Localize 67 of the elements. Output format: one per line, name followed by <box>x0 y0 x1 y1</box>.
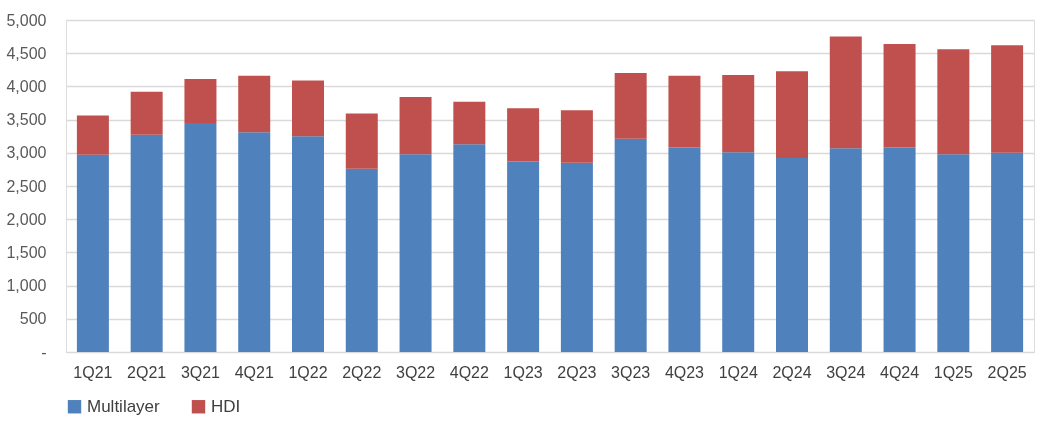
bar <box>238 132 271 352</box>
bar <box>453 101 486 145</box>
y-tick-label: - <box>41 343 47 361</box>
bar <box>614 73 647 139</box>
bar <box>829 36 862 149</box>
x-tick-label: 1Q25 <box>933 363 974 381</box>
y-tick-label: 2,500 <box>6 177 47 195</box>
y-tick-label: 2,000 <box>6 210 47 228</box>
bar <box>722 152 755 352</box>
x-tick-label: 1Q24 <box>718 363 758 381</box>
bar <box>883 147 916 352</box>
bar <box>722 75 755 153</box>
x-tick-label: 2Q23 <box>557 363 597 381</box>
bar <box>776 158 808 352</box>
bar <box>560 162 593 352</box>
x-tick-label: 4Q21 <box>234 363 274 381</box>
x-tick-label: 2Q24 <box>772 363 812 381</box>
bar <box>991 152 1024 352</box>
bar <box>399 154 432 352</box>
x-tick-label: 2Q21 <box>127 363 167 381</box>
x-tick-label: 4Q22 <box>449 363 490 381</box>
bar <box>829 148 862 352</box>
x-tick-label: 4Q24 <box>879 363 920 381</box>
bar <box>453 144 486 352</box>
x-tick-label: 1Q22 <box>288 363 328 381</box>
bar <box>399 97 432 155</box>
legend-label: HDI <box>211 396 241 416</box>
y-tick-label: 500 <box>19 310 47 328</box>
bar <box>937 154 970 352</box>
x-tick-label: 2Q25 <box>987 363 1027 381</box>
bar <box>668 75 701 148</box>
bar <box>883 43 916 148</box>
bar <box>76 154 109 352</box>
bar <box>345 113 378 169</box>
x-tick-label: 1Q23 <box>503 363 543 381</box>
bar <box>184 79 217 123</box>
y-tick-label: 1,000 <box>6 277 47 295</box>
bar <box>507 108 540 162</box>
bar <box>776 71 808 159</box>
bar <box>76 115 109 155</box>
bar <box>614 138 647 352</box>
bar <box>991 45 1024 153</box>
bar <box>184 122 217 352</box>
x-tick-label: 2Q22 <box>342 363 382 381</box>
x-tick-label: 1Q21 <box>73 363 113 381</box>
y-tick-label: 5,000 <box>6 11 47 29</box>
x-tick-label: 4Q23 <box>664 363 705 381</box>
x-tick-label: 3Q21 <box>180 363 221 381</box>
bar <box>668 147 701 352</box>
x-tick-label: 3Q23 <box>611 363 651 381</box>
y-tick-label: 4,000 <box>6 77 47 95</box>
bar <box>238 75 271 133</box>
bar <box>937 49 970 155</box>
y-tick-label: 3,500 <box>6 111 47 129</box>
bar <box>507 161 540 352</box>
y-tick-label: 4,500 <box>6 44 47 62</box>
y-tick-label: 3,000 <box>6 144 47 162</box>
bar <box>130 134 163 352</box>
x-tick-label: 3Q24 <box>826 363 866 381</box>
x-tick-label: 3Q22 <box>395 363 436 381</box>
bar <box>130 91 163 135</box>
bar <box>560 110 593 163</box>
y-tick-label: 1,500 <box>6 243 47 261</box>
bar <box>345 168 378 352</box>
bar <box>292 136 324 352</box>
legend-label: Multilayer <box>87 396 161 416</box>
bar <box>292 80 324 137</box>
